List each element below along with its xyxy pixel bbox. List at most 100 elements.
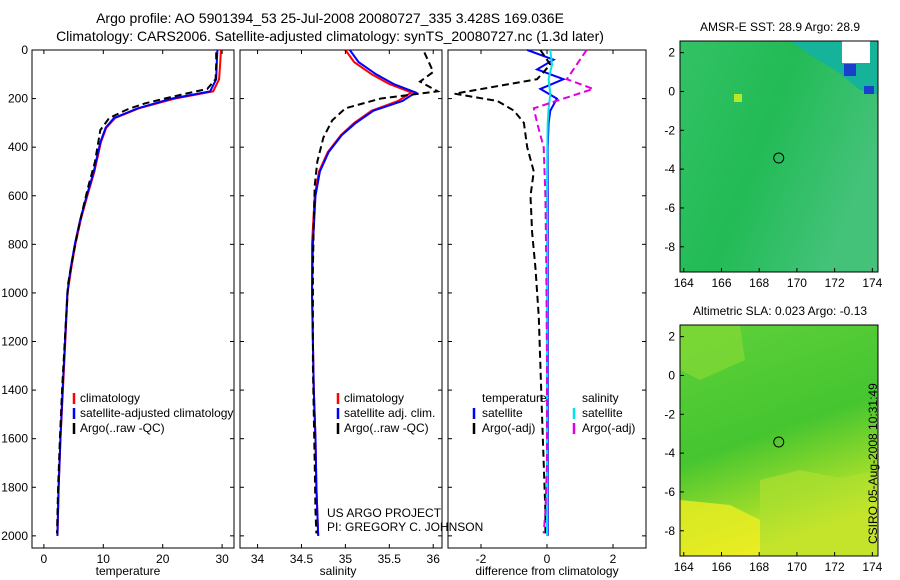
sla-patch xyxy=(760,470,878,556)
x-tick-label: 174 xyxy=(862,276,882,290)
y-tick-label: 1600 xyxy=(1,432,28,446)
x-tick-label: 172 xyxy=(825,276,845,290)
sst-cold-pixel xyxy=(844,64,856,76)
series-line-satellite-adjusted-climatology xyxy=(56,49,219,536)
legend-sal-satellite: satellite xyxy=(582,406,623,420)
sst-argo-position-marker xyxy=(773,152,785,164)
sst-map: 164 166 168 170 172 174 2 0 -2 -4 -6 -8 xyxy=(664,40,883,290)
y-tick-label: -2 xyxy=(664,123,675,137)
difference-series-group xyxy=(454,49,597,536)
y-tick-label: 2000 xyxy=(1,529,28,543)
series-line-satellite-adj-clim- xyxy=(310,49,418,536)
sla-patch xyxy=(680,325,745,380)
x-tick-label: -2 xyxy=(476,552,487,566)
sst-field xyxy=(680,41,878,272)
temperature-xlabel: temperature xyxy=(96,564,161,578)
salinity-legend: climatology satellite adj. clim. Argo(..… xyxy=(336,391,435,435)
legend-argo: Argo(..raw -QC) xyxy=(80,421,165,435)
series-line-temperature-satellite xyxy=(526,49,567,536)
x-tick-label: 168 xyxy=(749,560,769,574)
x-tick-label: 164 xyxy=(674,276,694,290)
legend-temperature-heading: temperature xyxy=(482,391,547,405)
series-line-argo-raw-qc- xyxy=(311,51,441,534)
legend-temp-argo: Argo(-adj) xyxy=(482,421,535,435)
difference-panel: -2 0 2 difference from climatology tempera… xyxy=(447,49,647,578)
y-tick-label: 0 xyxy=(668,368,675,382)
sla-argo-position-marker xyxy=(773,436,785,448)
figure-title-line2: Climatology: CARS2006. Satellite-adjuste… xyxy=(56,28,604,44)
y-tick-label: 400 xyxy=(8,140,28,154)
sst-cold-pixel xyxy=(864,86,874,94)
y-tick-label: 1200 xyxy=(1,335,28,349)
x-tick-label: 0 xyxy=(544,552,551,566)
y-tick-label: 800 xyxy=(8,237,28,251)
x-tick-label: 30 xyxy=(215,552,229,566)
legend-climatology: climatology xyxy=(344,391,404,405)
salinity-ticks-group: 34 34.5 35 35.5 36 xyxy=(240,49,442,566)
sst-land-mask xyxy=(842,41,870,63)
y-tick-label: -6 xyxy=(664,201,675,215)
y-tick-label: -2 xyxy=(664,407,675,421)
x-tick-label: 174 xyxy=(862,560,882,574)
temperature-legend: climatology satellite-adjusted climatolo… xyxy=(72,391,233,435)
legend-sal-argo: Argo(-adj) xyxy=(582,421,635,435)
x-tick-label: 36 xyxy=(427,552,441,566)
y-tick-label: -4 xyxy=(664,162,675,176)
sla-high-patch xyxy=(680,500,760,556)
temperature-ticks-group: 0 10 20 30 0 200 400 600 800 1000 1200 1400 1600 1800… xyxy=(1,43,234,566)
x-tick-label: 168 xyxy=(749,276,769,290)
series-line-argo-raw-qc- xyxy=(56,52,218,534)
series-line-salinity-argo-adj- xyxy=(532,49,597,534)
series-line-temperature-argo-adj- xyxy=(454,49,552,534)
sst-ticks-group: 164 166 168 170 172 174 2 0 -2 -4 -6 -8 xyxy=(664,46,882,290)
y-tick-label: 2 xyxy=(668,330,675,344)
sla-ticks-group: 164 166 168 170 172 174 2 0 -2 -4 -6 -8 xyxy=(664,330,882,574)
y-tick-label: 1800 xyxy=(1,480,28,494)
figure-title-line1: Argo profile: AO 5901394_53 25-Jul-2008 … xyxy=(96,10,564,26)
series-line-salinity-satellite xyxy=(546,49,554,536)
legend-climatology: climatology xyxy=(80,391,140,405)
legend-satellite-adj: satellite adj. clim. xyxy=(344,406,435,420)
x-tick-label: 35.5 xyxy=(378,552,402,566)
x-tick-label: 0 xyxy=(41,552,48,566)
x-tick-label: 2 xyxy=(610,552,617,566)
x-tick-label: 34.5 xyxy=(290,552,314,566)
x-tick-label: 170 xyxy=(787,276,807,290)
difference-legend: temperature satellite Argo(-adj) salinit… xyxy=(472,391,635,435)
x-tick-label: 35 xyxy=(339,552,353,566)
x-tick-label: 10 xyxy=(97,552,111,566)
y-tick-label: -6 xyxy=(664,485,675,499)
sst-map-title: AMSR-E SST: 28.9 Argo: 28.9 xyxy=(699,20,861,34)
x-tick-label: 166 xyxy=(711,276,731,290)
y-tick-label: 1000 xyxy=(1,286,28,300)
difference-xlabel: difference from climatology xyxy=(475,564,618,578)
y-tick-label: -8 xyxy=(664,524,675,538)
difference-ticks-group: -2 0 2 xyxy=(448,49,646,566)
legend-salinity-heading: salinity xyxy=(582,391,619,405)
sla-map-title: Altimetric SLA: 0.023 Argo: -0.13 xyxy=(692,304,868,318)
legend-argo: Argo(..raw -QC) xyxy=(344,421,429,435)
legend-temp-satellite: satellite xyxy=(482,406,523,420)
x-tick-label: 170 xyxy=(787,560,807,574)
salinity-panel: 34 34.5 35 35.5 36 salinity climatology sate… xyxy=(239,49,443,578)
credit-line1: US ARGO PROJECT xyxy=(327,506,442,520)
y-tick-label: -8 xyxy=(664,240,675,254)
y-tick-label: 200 xyxy=(8,92,28,106)
y-tick-label: 0 xyxy=(21,43,28,57)
legend-satellite-adjusted: satellite-adjusted climatology xyxy=(80,406,233,420)
x-tick-label: 172 xyxy=(825,560,845,574)
x-tick-label: 166 xyxy=(711,560,731,574)
salinity-series-group xyxy=(310,49,441,536)
temperature-series-group xyxy=(56,49,222,536)
salinity-xlabel: salinity xyxy=(320,564,357,578)
series-line-climatology xyxy=(56,49,222,536)
x-tick-label: 164 xyxy=(674,560,694,574)
y-tick-label: 1400 xyxy=(1,383,28,397)
credit-line2: PI: GREGORY C. JOHNSON xyxy=(327,520,484,534)
series-line-climatology xyxy=(311,49,414,536)
timestamp-stamp: CSIRO 05-Aug-2008 10:31:49 xyxy=(866,383,880,544)
y-tick-label: 2 xyxy=(668,46,675,60)
sla-map: 164 166 168 170 172 174 2 0 -2 -4 -6 -8 xyxy=(664,324,883,574)
x-tick-label: 34 xyxy=(251,552,265,566)
